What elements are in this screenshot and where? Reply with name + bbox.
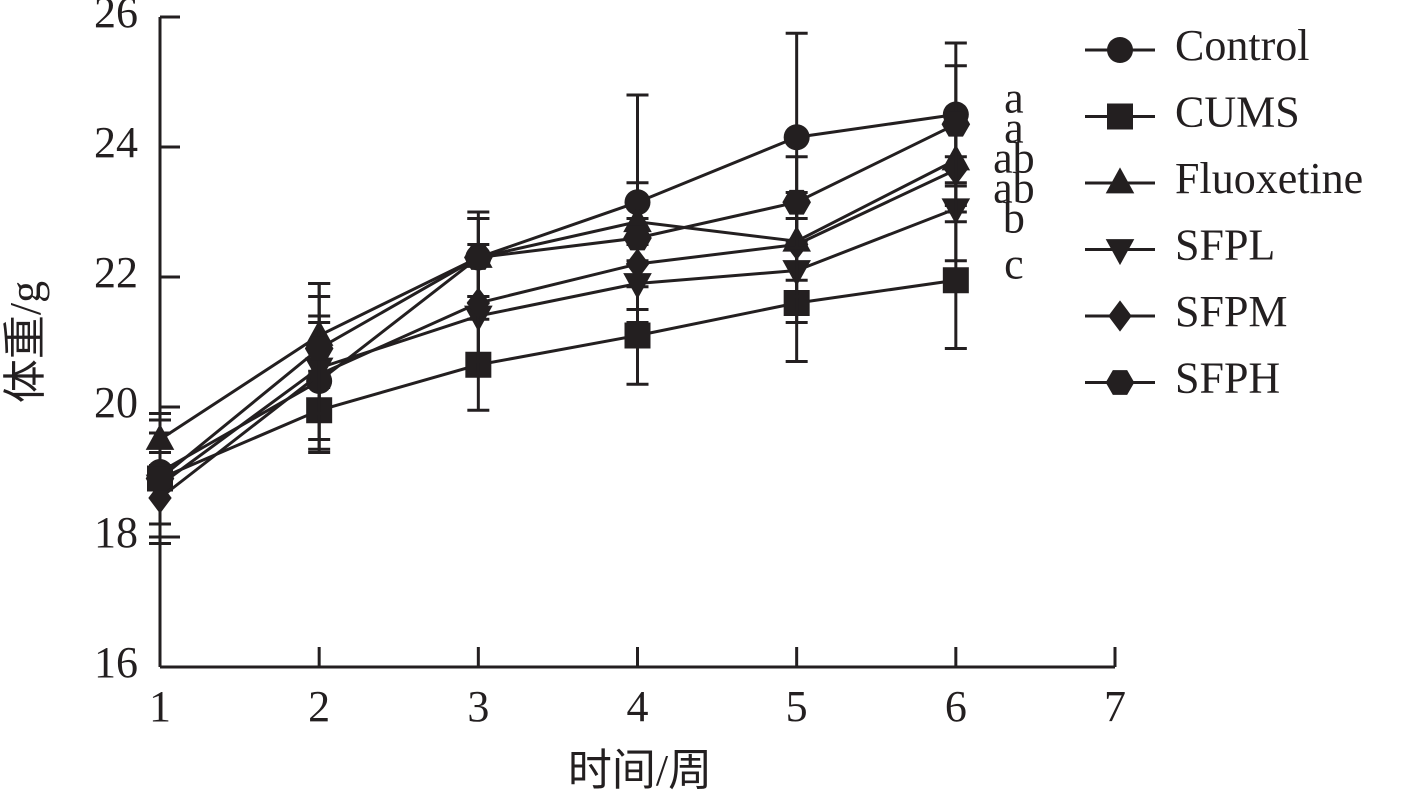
- series-line: [159, 207, 957, 487]
- marker: [1105, 167, 1135, 194]
- x-tick-label: 5: [786, 682, 808, 731]
- marker: [624, 322, 651, 349]
- marker: [941, 111, 971, 137]
- y-tick-label: 22: [94, 248, 138, 297]
- y-axis-title: 体重/g: [1, 281, 50, 403]
- marker: [782, 189, 811, 215]
- y-tick-label: 16: [94, 638, 138, 687]
- series-line: [159, 113, 957, 474]
- y-tick-label: 18: [94, 508, 138, 557]
- marker: [623, 225, 652, 251]
- marker: [783, 124, 810, 151]
- x-axis-title: 时间/周: [568, 746, 712, 795]
- legend-label: Fluoxetine: [1175, 154, 1363, 203]
- marker: [304, 336, 334, 361]
- x-tick-label: 3: [467, 682, 489, 731]
- series-line: [159, 278, 957, 480]
- legend-label: Control: [1175, 21, 1309, 70]
- x-tick-label: 4: [627, 682, 649, 731]
- significance-label: ab: [993, 164, 1035, 213]
- x-tick-label: 6: [945, 682, 967, 731]
- legend-label: CUMS: [1175, 88, 1300, 137]
- marker: [1107, 103, 1133, 130]
- significance-label: a: [1004, 104, 1024, 153]
- marker: [942, 267, 969, 294]
- significance-label: ab: [993, 134, 1035, 183]
- x-tick-label: 7: [1104, 682, 1126, 731]
- y-tick-label: 26: [94, 0, 138, 37]
- significance-label: b: [1003, 194, 1025, 243]
- legend-label: SFPM: [1175, 287, 1288, 336]
- marker: [464, 245, 493, 270]
- marker: [1107, 37, 1133, 63]
- x-tick-label: 1: [149, 682, 171, 731]
- marker: [1105, 370, 1135, 395]
- series-line: [159, 168, 957, 500]
- significance-label: c: [1004, 239, 1024, 288]
- significance-label: a: [1004, 74, 1024, 123]
- legend-label: SFPH: [1175, 354, 1280, 403]
- marker: [145, 466, 175, 491]
- y-tick-label: 24: [94, 118, 138, 167]
- x-tick-label: 2: [308, 682, 330, 731]
- marker: [1108, 300, 1132, 332]
- legend-label: SFPL: [1175, 221, 1275, 270]
- y-tick-label: 20: [94, 378, 138, 427]
- marker: [1105, 239, 1135, 266]
- series-line: [159, 158, 957, 441]
- series-line: [159, 122, 957, 480]
